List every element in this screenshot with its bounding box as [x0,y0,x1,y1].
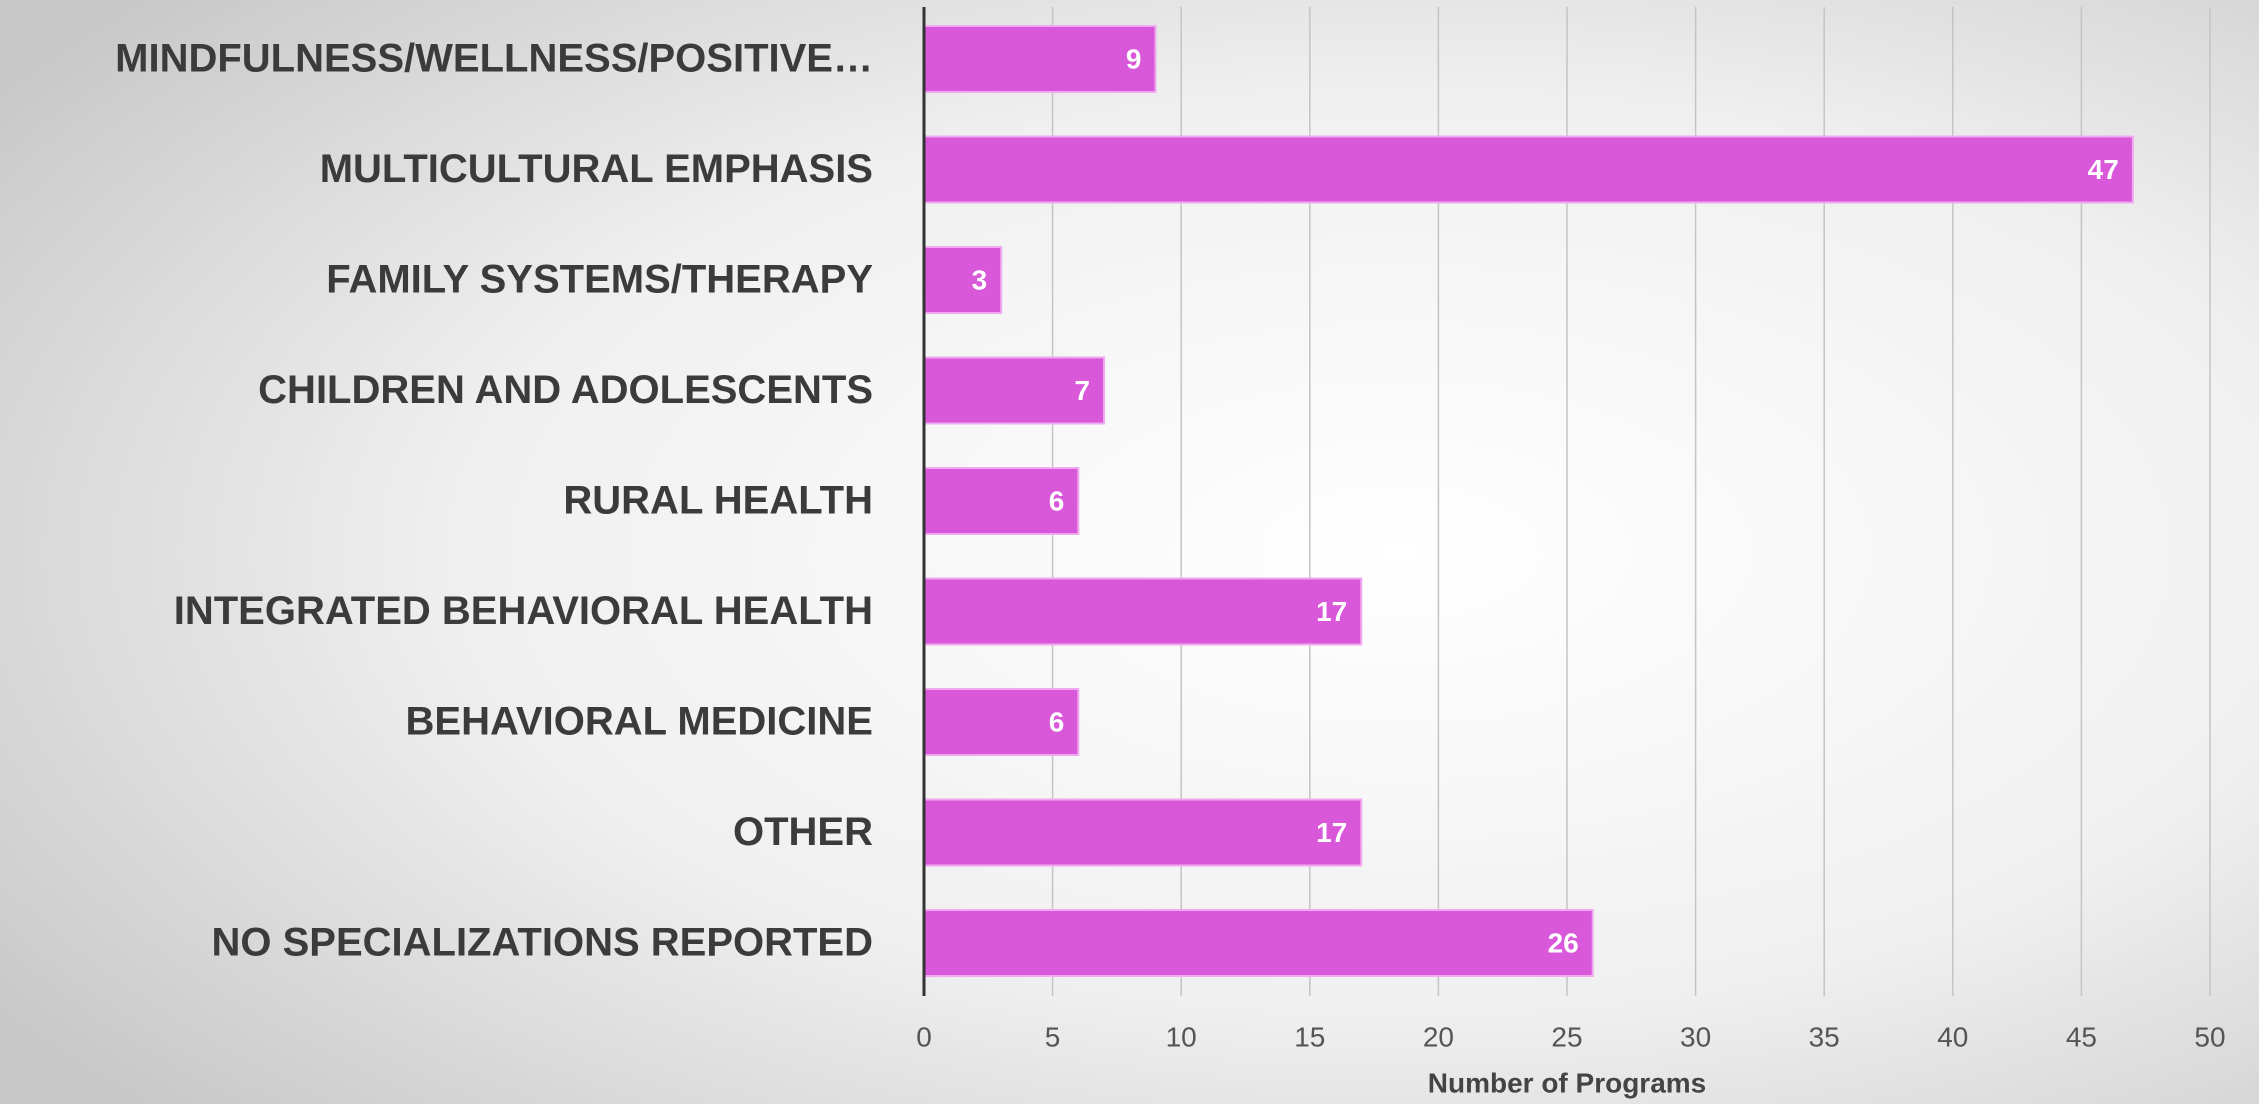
x-tick-label: 50 [2194,1021,2225,1052]
y-tick-label: BEHAVIORAL MEDICINE [406,700,873,744]
bar [923,467,1080,535]
y-tick-label: INTEGRATED BEHAVIORAL HEALTH [174,589,873,633]
bar [923,25,1157,93]
value-label: 6 [1049,706,1065,737]
y-tick-label: RURAL HEALTH [563,479,873,523]
y-tick-label: OTHER [733,810,873,854]
x-tick-label: 30 [1680,1021,1711,1052]
y-tick-label: MULTICULTURAL EMPHASIS [320,147,873,191]
x-axis-title: Number of Programs [1428,1067,1707,1098]
value-label: 7 [1074,375,1090,406]
x-tick-label: 0 [916,1021,932,1052]
y-tick-label: CHILDREN AND ADOLESCENTS [258,368,873,412]
bar [923,909,1594,977]
bar [923,577,1363,646]
y-tick-label: FAMILY SYSTEMS/THERAPY [326,258,873,302]
x-tick-label: 25 [1551,1021,1582,1052]
x-tick-label: 45 [2066,1021,2097,1052]
bar [923,356,1106,425]
value-label: 6 [1049,485,1065,516]
x-tick-label: 20 [1423,1021,1454,1052]
value-label: 17 [1316,596,1347,627]
x-tick-label: 15 [1294,1021,1325,1052]
bar [923,798,1363,867]
value-label: 9 [1126,43,1142,74]
value-label: 47 [2088,154,2119,185]
x-tick-label: 5 [1045,1021,1061,1052]
value-label: 17 [1316,817,1347,848]
value-label: 3 [972,264,988,295]
value-label: 26 [1548,927,1579,958]
x-tick-label: 35 [1809,1021,1840,1052]
bar [923,135,2134,204]
x-tick-label: 40 [1937,1021,1968,1052]
y-tick-label: MINDFULNESS/WELLNESS/POSITIVE… [115,37,873,81]
bar [923,246,1003,314]
y-tick-label: NO SPECIALIZATIONS REPORTED [211,921,873,965]
x-tick-label: 10 [1166,1021,1197,1052]
